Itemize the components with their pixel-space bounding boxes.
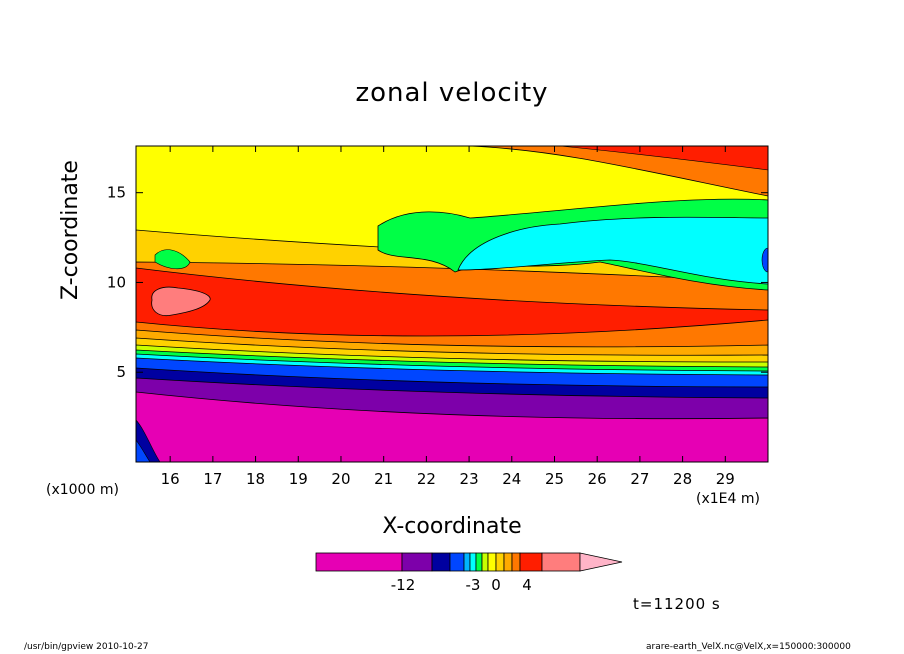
x-tick-label: 21 [374,470,393,488]
contour-band [457,216,768,285]
colorbar-segment [495,552,505,572]
y-tick-label: 5 [116,363,126,381]
y-tick-label: 10 [107,273,126,291]
colorbar-segment [463,552,471,572]
colorbar-segment [487,552,497,572]
x-tick-label: 18 [246,470,265,488]
colorbar-label: -3 [466,576,481,594]
colorbar-segment [315,552,403,572]
x-tick-label: 28 [673,470,692,488]
x-axis-label: X-coordinate [382,514,522,539]
time-label: t=11200 s [633,595,721,613]
x-tick-label: 27 [630,470,649,488]
footer-left: /usr/bin/gpview 2010-10-27 [24,642,149,652]
colorbar-label: -12 [391,576,416,594]
x-axis-unit: (x1E4 m) [696,491,760,507]
plot-frame [135,145,769,463]
contour-band [154,249,191,270]
x-tick-label: 16 [161,470,180,488]
y-axis-label: Z-coordinate [58,160,83,300]
contour-band [151,286,211,317]
colorbar-segment [431,552,451,572]
x-axis: 16 17 18 19 20 21 22 23 24 25 26 27 28 29 [161,146,735,488]
x-tick-label: 17 [203,470,222,488]
colorbar-segment [449,552,465,572]
contour-band [559,146,768,171]
y-tick-label: 15 [107,184,126,202]
colorbar-segment [469,552,477,572]
contour-band [136,439,151,462]
colorbar-label: 0 [491,576,501,594]
colorbar-segment [475,552,483,572]
colorbar-segment [503,552,513,572]
contour-band [761,247,768,273]
chart-title: zonal velocity [355,78,549,108]
y-axis-unit: (x1000 m) [46,482,119,498]
x-tick-label: 22 [417,470,436,488]
x-tick-label: 20 [331,470,350,488]
x-tick-label: 24 [502,470,521,488]
colorbar-segment [541,552,581,572]
x-tick-label: 19 [289,470,308,488]
footer-right: arare-earth_VelX.nc@VelX,x=150000:300000 [646,642,851,652]
colorbar-label: 4 [522,576,532,594]
x-tick-label: 25 [545,470,564,488]
colorbar: -12 -3 0 4 [315,552,623,594]
colorbar-arrow [579,552,623,572]
colorbar-segment [481,552,489,572]
colorbar-segment [511,552,521,572]
colorbar-segment [519,552,543,572]
contour-band [136,391,768,462]
y-axis: 5 10 15 [107,184,768,381]
colorbar-segment [401,552,433,572]
contour-field [136,146,768,462]
x-tick-label: 29 [716,470,735,488]
x-tick-label: 26 [588,470,607,488]
x-tick-label: 23 [460,470,479,488]
